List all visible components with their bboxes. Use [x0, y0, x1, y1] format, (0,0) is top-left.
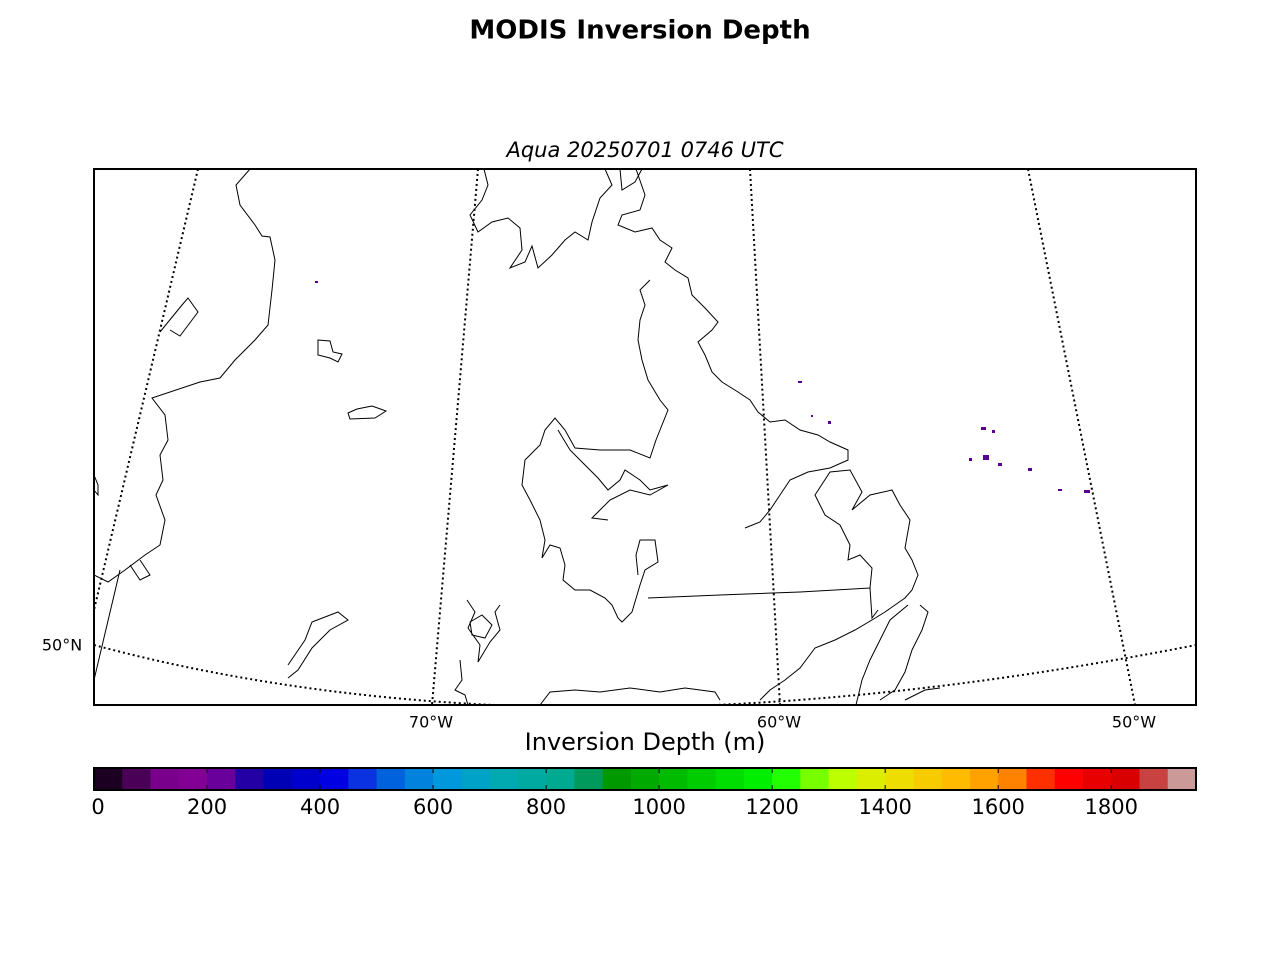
lat-label: 50°N [42, 636, 82, 655]
colorbar-segment [602, 768, 632, 790]
coastlines [94, 169, 941, 705]
colorbar-tick-label: 1600 [971, 795, 1024, 819]
lon-label: 60°W [757, 713, 801, 732]
colorbar-segment [743, 768, 773, 790]
colorbar-tick-label: 1200 [745, 795, 798, 819]
subtitle: Aqua 20250701 0746 UTC [504, 138, 783, 162]
colorbar-segment [178, 768, 208, 790]
retrieval-pixels [315, 281, 1090, 493]
colorbar-tick-label: 1400 [858, 795, 911, 819]
meridian [749, 169, 781, 705]
colorbar-label: Inversion Depth (m) [525, 728, 766, 756]
colorbar-segment [885, 768, 914, 790]
colorbar-segment [546, 768, 575, 790]
colorbar-segment [404, 768, 434, 790]
colorbar-tick-label: 800 [526, 795, 566, 819]
colorbar-segment [772, 768, 801, 790]
parallel [94, 644, 1196, 705]
lon-label: 50°W [1112, 713, 1156, 732]
colorbar-segment [1026, 768, 1056, 790]
colorbar-segment [659, 768, 688, 790]
colorbar-segment [1139, 768, 1169, 790]
colorbar-segment [207, 768, 236, 790]
meridian [431, 169, 479, 705]
colorbar-segment [800, 768, 830, 790]
colorbar-segment [998, 768, 1027, 790]
colorbar-segment [969, 768, 999, 790]
colorbar-tick-label: 1800 [1085, 795, 1138, 819]
colorbar-segment [433, 768, 462, 790]
colorbar-segment [122, 768, 152, 790]
colorbar-segment [517, 768, 547, 790]
map-area [93, 168, 1197, 706]
colorbar-segment [320, 768, 349, 790]
map-frame [93, 168, 1197, 706]
colorbar-segment [687, 768, 717, 790]
meridian [1027, 169, 1136, 705]
colorbar-segment [913, 768, 943, 790]
colorbar-frame [93, 767, 1197, 791]
colorbar-segment [348, 768, 378, 790]
colorbar-tick-label: 600 [413, 795, 453, 819]
colorbar-segment [574, 768, 604, 790]
colorbar-segment [856, 768, 886, 790]
colorbar-segment [715, 768, 745, 790]
colorbar-segment [461, 768, 491, 790]
colorbar-tick-label: 400 [300, 795, 340, 819]
colorbar-segment [235, 768, 265, 790]
colorbar-segment [1167, 768, 1197, 790]
colorbar-tick-label: 1000 [632, 795, 685, 819]
title: MODIS Inversion Depth [469, 16, 810, 46]
lon-label: 70°W [409, 713, 453, 732]
colorbar-segment [630, 768, 660, 790]
colorbar-segment [376, 768, 406, 790]
colorbar-segment [263, 768, 293, 790]
colorbar-tick-label: 200 [187, 795, 227, 819]
colorbar-segment [1082, 768, 1112, 790]
colorbar-segment [828, 768, 858, 790]
colorbar-segment [1111, 768, 1140, 790]
colorbar: 0 200 400 600 800 1000 1200 1400 1600 1800 [91, 767, 1197, 819]
colorbar-tick-label: 0 [91, 795, 104, 819]
colorbar-segment [1054, 768, 1084, 790]
meridian [94, 169, 199, 611]
colorbar-segment [150, 768, 180, 790]
colorbar-segment [941, 768, 971, 790]
graticule [94, 169, 1196, 705]
colorbar-segment [94, 768, 123, 790]
colorbar-segment [489, 768, 519, 790]
colorbar-segment [291, 768, 321, 790]
